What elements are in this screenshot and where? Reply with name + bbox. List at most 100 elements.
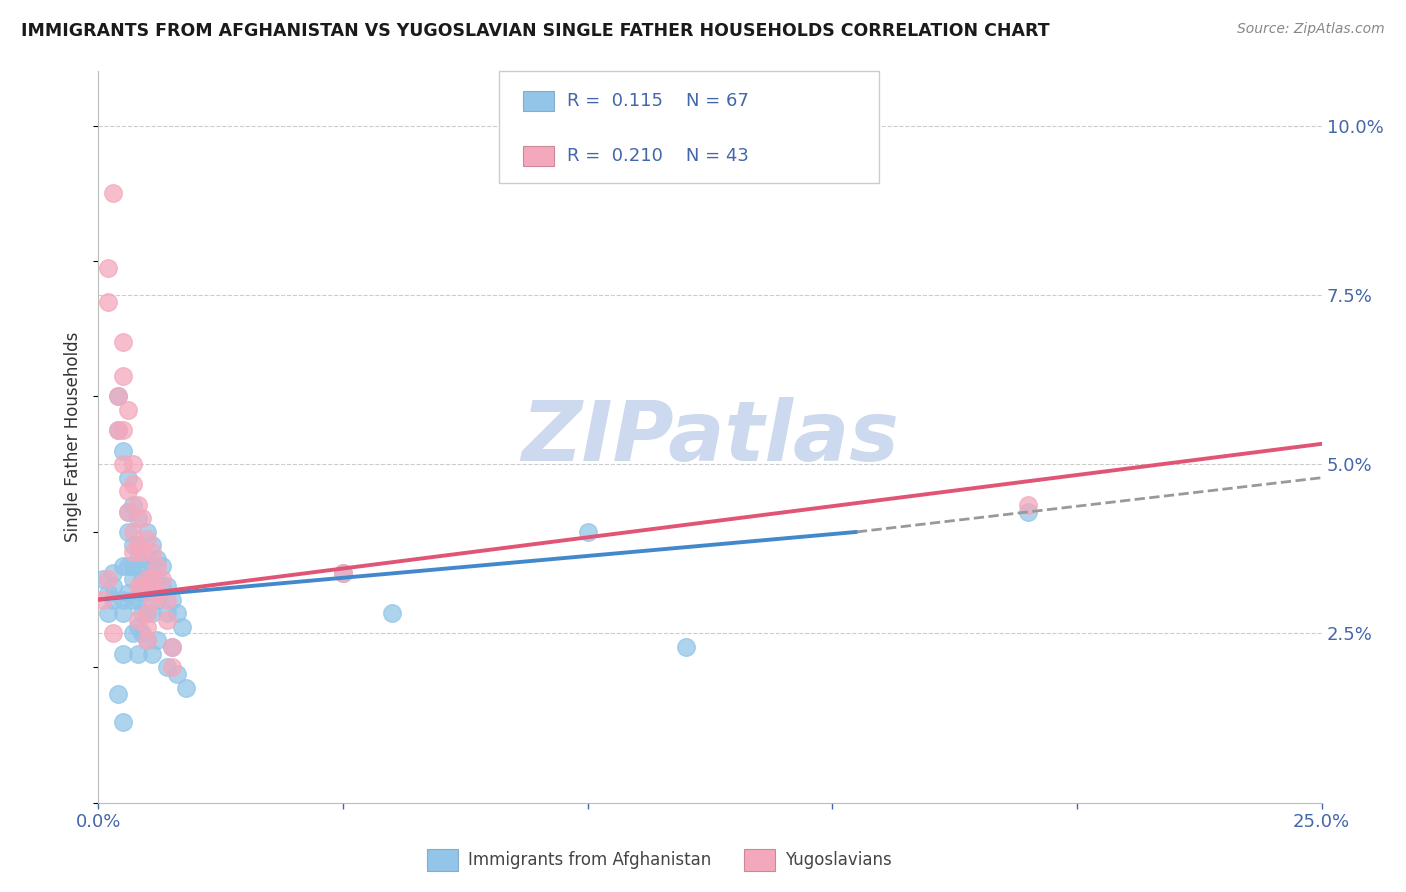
- Point: [131, 606, 153, 620]
- Point: [146, 558, 169, 573]
- Text: R =  0.115    N = 67: R = 0.115 N = 67: [567, 92, 748, 110]
- Point: [160, 640, 183, 654]
- Point: [176, 681, 198, 695]
- Point: [141, 579, 163, 593]
- Text: Source: ZipAtlas.com: Source: ZipAtlas.com: [1237, 22, 1385, 37]
- Point: [127, 579, 149, 593]
- Point: [117, 558, 139, 573]
- Point: [107, 423, 129, 437]
- Point: [131, 626, 153, 640]
- Point: [121, 498, 143, 512]
- Point: [150, 572, 173, 586]
- Point: [117, 505, 139, 519]
- Text: ZIPatlas: ZIPatlas: [522, 397, 898, 477]
- Point: [111, 423, 134, 437]
- Point: [166, 606, 188, 620]
- Point: [136, 552, 159, 566]
- Point: [141, 538, 163, 552]
- Point: [156, 579, 179, 593]
- Point: [146, 586, 169, 600]
- Point: [111, 443, 134, 458]
- Point: [97, 586, 120, 600]
- Point: [131, 579, 153, 593]
- Point: [146, 592, 169, 607]
- Point: [160, 660, 183, 674]
- Point: [332, 566, 354, 580]
- Point: [101, 592, 124, 607]
- Point: [131, 511, 153, 525]
- Point: [121, 457, 143, 471]
- Point: [141, 572, 163, 586]
- Point: [107, 389, 129, 403]
- Point: [141, 647, 163, 661]
- Point: [160, 592, 183, 607]
- Point: [121, 545, 143, 559]
- Point: [127, 538, 149, 552]
- Point: [121, 477, 143, 491]
- Point: [107, 389, 129, 403]
- Point: [150, 558, 173, 573]
- Point: [101, 626, 124, 640]
- Point: [117, 403, 139, 417]
- Point: [121, 558, 143, 573]
- Point: [141, 606, 163, 620]
- Point: [136, 620, 159, 634]
- Point: [381, 606, 404, 620]
- Point: [101, 579, 124, 593]
- Point: [127, 647, 149, 661]
- Point: [332, 566, 354, 580]
- Point: [101, 186, 124, 201]
- Text: IMMIGRANTS FROM AFGHANISTAN VS YUGOSLAVIAN SINGLE FATHER HOUSEHOLDS CORRELATION : IMMIGRANTS FROM AFGHANISTAN VS YUGOSLAVI…: [21, 22, 1050, 40]
- Point: [97, 572, 120, 586]
- Point: [117, 505, 139, 519]
- Point: [576, 524, 599, 539]
- Point: [127, 613, 149, 627]
- Point: [127, 498, 149, 512]
- Point: [136, 606, 159, 620]
- Point: [1017, 505, 1039, 519]
- Text: R =  0.210    N = 43: R = 0.210 N = 43: [567, 147, 748, 165]
- Point: [160, 640, 183, 654]
- Point: [107, 423, 129, 437]
- Point: [136, 572, 159, 586]
- Point: [136, 606, 159, 620]
- Point: [136, 572, 159, 586]
- Point: [127, 552, 149, 566]
- Point: [170, 620, 193, 634]
- Point: [136, 633, 159, 648]
- Point: [131, 572, 153, 586]
- Point: [131, 545, 153, 559]
- Point: [107, 688, 129, 702]
- Point: [111, 606, 134, 620]
- Point: [97, 260, 120, 275]
- Point: [141, 545, 163, 559]
- Text: Immigrants from Afghanistan: Immigrants from Afghanistan: [468, 851, 711, 869]
- Point: [131, 558, 153, 573]
- Point: [141, 592, 163, 607]
- Point: [146, 572, 169, 586]
- Point: [127, 592, 149, 607]
- Point: [117, 471, 139, 485]
- Point: [91, 592, 114, 607]
- Point: [117, 586, 139, 600]
- Point: [156, 592, 179, 607]
- Y-axis label: Single Father Households: Single Father Households: [65, 332, 83, 542]
- Point: [1017, 498, 1039, 512]
- Point: [150, 579, 173, 593]
- Point: [127, 511, 149, 525]
- Point: [131, 586, 153, 600]
- Point: [121, 572, 143, 586]
- Point: [146, 552, 169, 566]
- Point: [141, 558, 163, 573]
- Text: Yugoslavians: Yugoslavians: [785, 851, 891, 869]
- Point: [117, 524, 139, 539]
- Point: [111, 714, 134, 729]
- Point: [111, 647, 134, 661]
- Point: [166, 667, 188, 681]
- Point: [121, 592, 143, 607]
- Point: [117, 484, 139, 499]
- Point: [156, 660, 179, 674]
- Point: [136, 633, 159, 648]
- Point: [97, 294, 120, 309]
- Point: [675, 640, 697, 654]
